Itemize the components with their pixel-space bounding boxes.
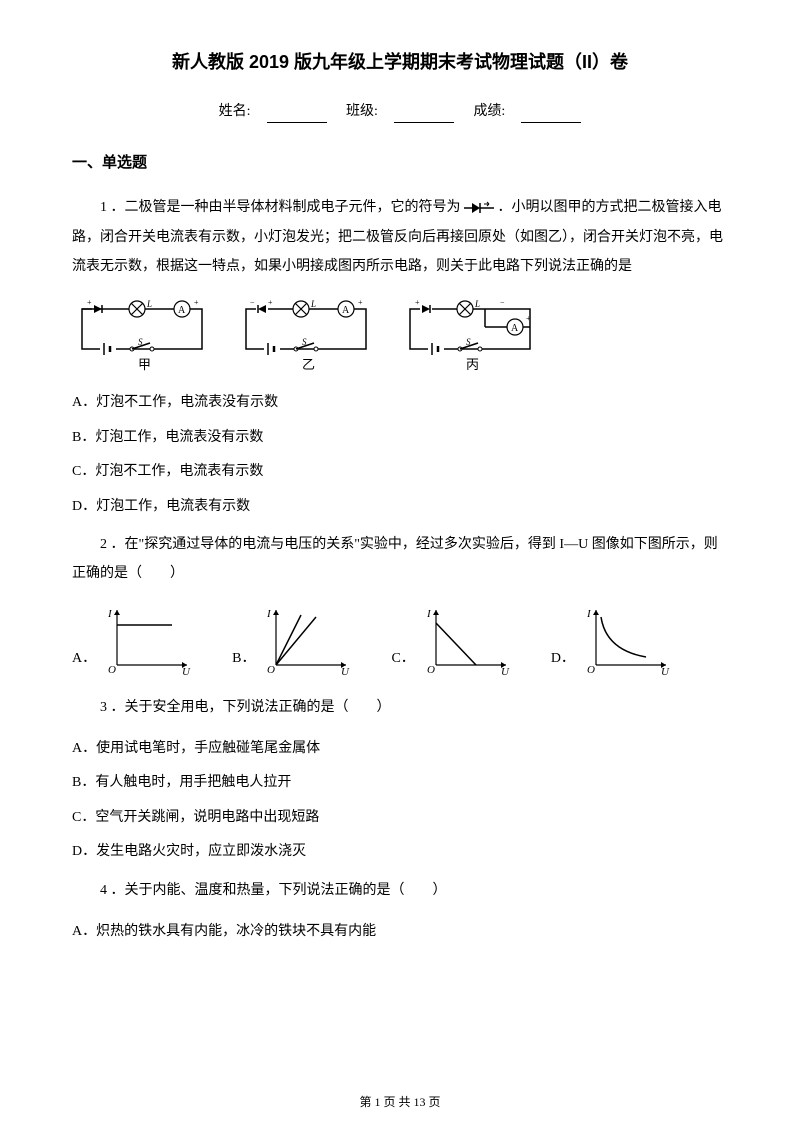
- q2-label-c: C．: [391, 648, 414, 674]
- svg-text:S: S: [302, 337, 307, 347]
- svg-text:U: U: [501, 666, 510, 675]
- q2-label-d: D．: [551, 648, 575, 674]
- svg-text:+: +: [194, 299, 199, 307]
- question-4: 4 ．关于内能、温度和热量，下列说法正确的是（ ）: [72, 876, 728, 905]
- svg-text:I: I: [586, 608, 592, 620]
- graph-c-icon: I U O: [421, 605, 511, 675]
- circuit-yi: − + L A + S 乙: [236, 299, 376, 374]
- svg-text:U: U: [182, 666, 191, 675]
- svg-text:A: A: [342, 305, 350, 316]
- exam-title: 新人教版 2019 版九年级上学期期末考试物理试题（II）卷: [72, 48, 728, 77]
- section-1-title: 一、单选题: [72, 151, 728, 175]
- svg-text:O: O: [108, 664, 116, 675]
- class-blank: [394, 107, 454, 123]
- svg-text:−: −: [250, 299, 255, 307]
- svg-text:−: −: [500, 299, 505, 307]
- q2-label-b: B．: [232, 648, 255, 674]
- class-label: 班级:: [346, 104, 378, 119]
- svg-text:I: I: [266, 608, 272, 620]
- score-blank: [521, 107, 581, 123]
- svg-text:S: S: [138, 337, 143, 347]
- svg-text:U: U: [341, 666, 350, 675]
- svg-text:L: L: [310, 299, 316, 309]
- q3-option-b: B．有人触电时，用手把触电人拉开: [72, 772, 728, 794]
- question-2: 2 ．在"探究通过导体的电流与电压的关系"实验中，经过多次实验后，得到 I—U …: [72, 530, 728, 589]
- q2-option-c: C． I U O: [391, 605, 510, 675]
- svg-text:+: +: [415, 299, 420, 307]
- svg-text:+: +: [268, 299, 273, 307]
- circuit-diagrams: + L A + S 甲 − + L A + S: [72, 299, 728, 374]
- svg-text:L: L: [474, 299, 480, 309]
- q3-option-a: A．使用试电笔时，手应触碰笔尾金属体: [72, 738, 728, 760]
- student-info-line: 姓名: 班级: 成绩:: [72, 101, 728, 123]
- graph-b-icon: I U O: [261, 605, 351, 675]
- graph-d-icon: I U O: [581, 605, 671, 675]
- svg-text:O: O: [587, 664, 595, 675]
- circuit-jia: + L A + S 甲: [72, 299, 212, 374]
- svg-text:乙: 乙: [302, 357, 315, 372]
- svg-text:I: I: [107, 608, 113, 620]
- question-3: 3 ．关于安全用电，下列说法正确的是（ ）: [72, 693, 728, 722]
- q2-graph-options: A． I U O B． I U O C．: [72, 605, 728, 675]
- svg-text:A: A: [178, 305, 186, 316]
- svg-text:甲: 甲: [138, 357, 151, 372]
- q2-option-b: B． I U O: [232, 605, 351, 675]
- svg-text:L: L: [146, 299, 152, 309]
- svg-text:A: A: [511, 323, 519, 334]
- q1-text-part1: 1 ．二极管是一种由半导体材料制成电子元件，它的符号为: [100, 200, 461, 215]
- svg-text:U: U: [661, 666, 670, 675]
- svg-text:O: O: [427, 664, 435, 675]
- svg-text:+: +: [526, 314, 531, 323]
- diode-symbol-icon: [464, 201, 494, 215]
- q3-option-d: D．发生电路火灾时，应立即泼水浇灭: [72, 841, 728, 863]
- svg-text:O: O: [267, 664, 275, 675]
- circuit-bing: + L A + − S 丙: [400, 299, 540, 374]
- q1-option-d: D．灯泡工作，电流表有示数: [72, 496, 728, 518]
- page-footer: 第 1 页 共 13 页: [0, 1093, 800, 1112]
- name-blank: [267, 107, 327, 123]
- graph-a-icon: I U O: [102, 605, 192, 675]
- q4-option-a: A．炽热的铁水具有内能，冰冷的铁块不具有内能: [72, 921, 728, 943]
- question-1: 1 ．二极管是一种由半导体材料制成电子元件，它的符号为 ．小明以图甲的方式把二极…: [72, 193, 728, 281]
- q2-option-a: A． I U O: [72, 605, 192, 675]
- svg-text:S: S: [466, 337, 471, 347]
- q2-option-d: D． I U O: [551, 605, 671, 675]
- q1-option-c: C．灯泡不工作，电流表有示数: [72, 461, 728, 483]
- q2-label-a: A．: [72, 648, 96, 674]
- q3-option-c: C．空气开关跳闸，说明电路中出现短路: [72, 807, 728, 829]
- svg-text:I: I: [426, 608, 432, 620]
- q1-option-a: A．灯泡不工作，电流表没有示数: [72, 392, 728, 414]
- svg-text:+: +: [358, 299, 363, 307]
- name-label: 姓名:: [219, 104, 251, 119]
- svg-text:丙: 丙: [466, 357, 479, 372]
- svg-text:+: +: [87, 299, 92, 307]
- score-label: 成绩:: [473, 104, 505, 119]
- q1-option-b: B．灯泡工作，电流表没有示数: [72, 427, 728, 449]
